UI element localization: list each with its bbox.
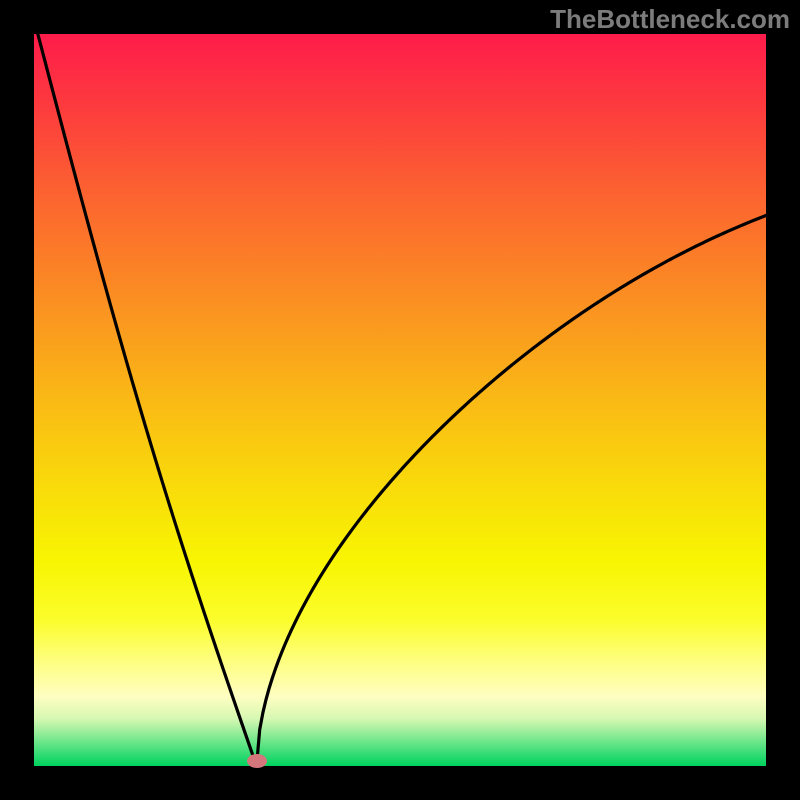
vertex-marker <box>247 754 267 768</box>
bottleneck-curve <box>34 34 766 766</box>
plot-area <box>34 34 766 766</box>
curve-layer <box>34 34 766 766</box>
watermark-text: TheBottleneck.com <box>550 4 790 35</box>
chart-container: TheBottleneck.com <box>0 0 800 800</box>
